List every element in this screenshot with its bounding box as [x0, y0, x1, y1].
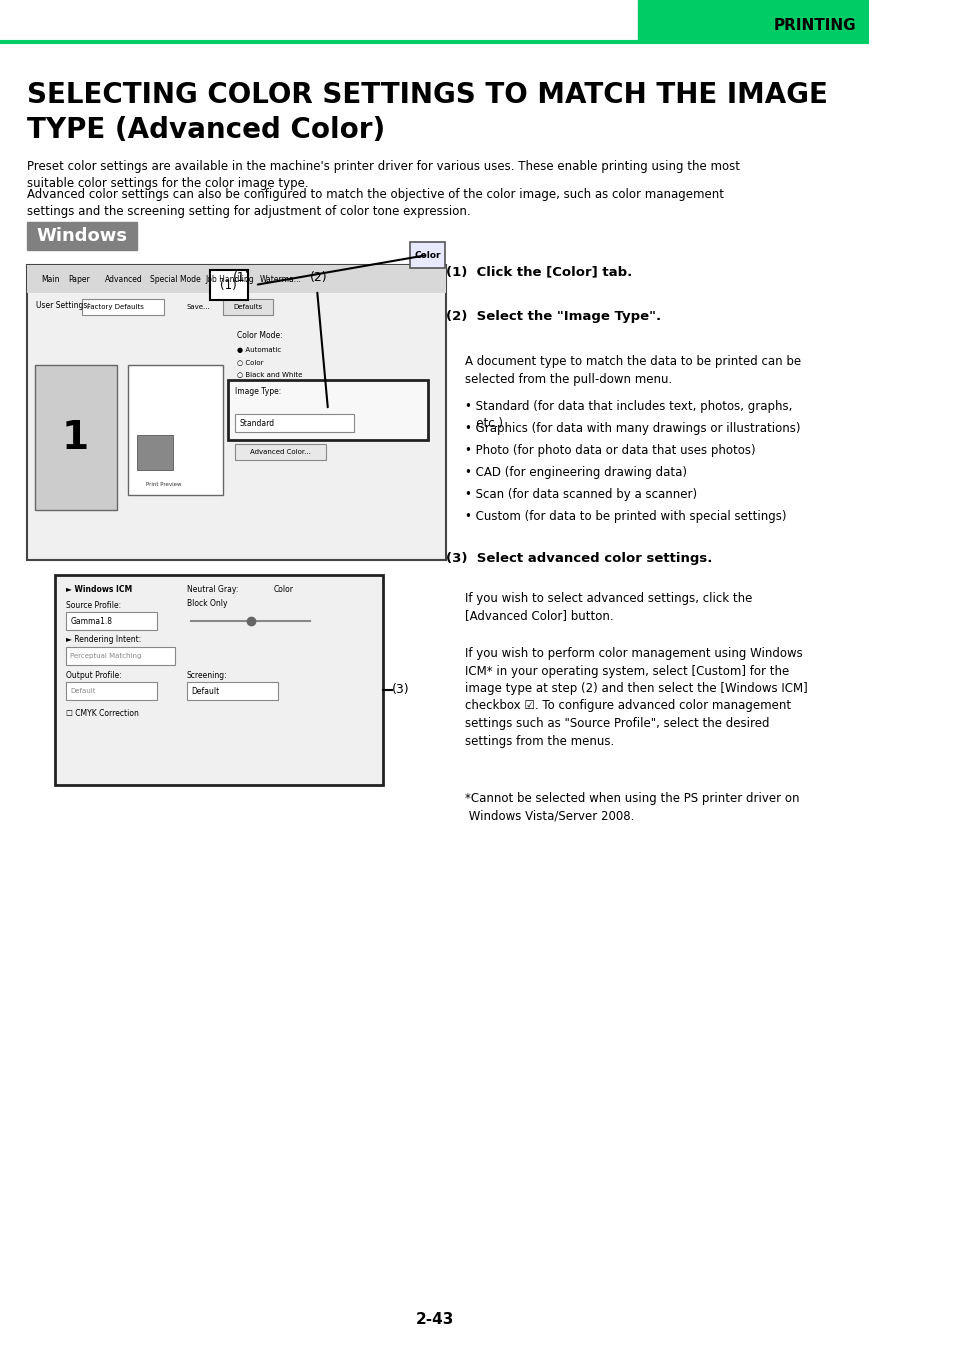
- Bar: [34, 364, 116, 510]
- Text: Special Mode: Special Mode: [151, 274, 201, 284]
- Text: ○ Color: ○ Color: [236, 359, 263, 364]
- Bar: [234, 414, 354, 432]
- Text: 2-43: 2-43: [415, 1312, 454, 1327]
- Text: TYPE (Advanced Color): TYPE (Advanced Color): [28, 116, 385, 144]
- Text: Advanced Color...: Advanced Color...: [250, 450, 311, 455]
- Text: 1: 1: [62, 418, 89, 458]
- Bar: [28, 265, 446, 560]
- Text: Color: Color: [274, 586, 293, 594]
- Text: PRINTING: PRINTING: [773, 18, 856, 32]
- Text: • Graphics (for data with many drawings or illustrations): • Graphics (for data with many drawings …: [464, 423, 800, 435]
- Text: Advanced: Advanced: [105, 274, 142, 284]
- Bar: [228, 379, 428, 440]
- Text: *Cannot be selected when using the PS printer driver on
 Windows Vista/Server 20: *Cannot be selected when using the PS pr…: [464, 792, 799, 822]
- Text: Windows: Windows: [36, 227, 128, 244]
- Bar: [66, 682, 156, 701]
- Text: Screening:: Screening:: [187, 671, 227, 679]
- Text: Factory Defaults: Factory Defaults: [87, 304, 143, 310]
- Text: User Settings:: User Settings:: [36, 301, 91, 309]
- Bar: [54, 575, 382, 784]
- Text: (1): (1): [233, 271, 250, 285]
- Bar: [210, 270, 248, 300]
- Bar: [187, 682, 277, 701]
- Text: (2): (2): [310, 271, 328, 285]
- Text: Color: Color: [414, 251, 440, 259]
- Bar: [28, 265, 446, 293]
- Text: SELECTING COLOR SETTINGS TO MATCH THE IMAGE: SELECTING COLOR SETTINGS TO MATCH THE IM…: [28, 81, 827, 109]
- Text: (1): (1): [220, 278, 237, 292]
- Bar: [234, 444, 326, 460]
- Text: (2)  Select the "Image Type".: (2) Select the "Image Type".: [446, 310, 660, 323]
- Text: (3): (3): [392, 683, 409, 697]
- Text: Image Type:: Image Type:: [234, 387, 281, 397]
- Text: Neutral Gray:: Neutral Gray:: [187, 586, 238, 594]
- Text: Gamma1.8: Gamma1.8: [71, 617, 112, 625]
- Text: ► Rendering Intent:: ► Rendering Intent:: [66, 636, 141, 644]
- Text: Paper: Paper: [69, 274, 90, 284]
- Text: If you wish to select advanced settings, click the
[Advanced Color] button.: If you wish to select advanced settings,…: [464, 593, 751, 622]
- Text: ► Windows ICM: ► Windows ICM: [66, 586, 132, 594]
- Text: Advanced color settings can also be configured to match the objective of the col: Advanced color settings can also be conf…: [28, 188, 723, 217]
- Text: Defaults: Defaults: [233, 304, 262, 310]
- Text: Block Only: Block Only: [187, 598, 227, 608]
- Text: Job Handling: Job Handling: [205, 274, 253, 284]
- Text: (1)  Click the [Color] tab.: (1) Click the [Color] tab.: [446, 265, 632, 278]
- Text: • CAD (for engineering drawing data): • CAD (for engineering drawing data): [464, 466, 686, 479]
- Text: Main: Main: [41, 274, 59, 284]
- Text: (3)  Select advanced color settings.: (3) Select advanced color settings.: [446, 552, 712, 566]
- Bar: [136, 435, 172, 470]
- Bar: [128, 364, 223, 495]
- Text: Perceptual Matching: Perceptual Matching: [71, 653, 141, 659]
- Text: • Photo (for photo data or data that uses photos): • Photo (for photo data or data that use…: [464, 444, 755, 458]
- Text: ● Automatic: ● Automatic: [236, 347, 281, 352]
- Text: • Custom (for data to be printed with special settings): • Custom (for data to be printed with sp…: [464, 510, 785, 522]
- Text: Print Preview: Print Preview: [146, 482, 182, 487]
- Bar: [410, 242, 444, 269]
- Text: ☐ CMYK Correction: ☐ CMYK Correction: [66, 709, 138, 717]
- Text: • Scan (for data scanned by a scanner): • Scan (for data scanned by a scanner): [464, 487, 696, 501]
- Bar: [638, 0, 868, 40]
- Text: Source Profile:: Source Profile:: [66, 601, 121, 609]
- Text: If you wish to perform color management using Windows
ICM* in your operating sys: If you wish to perform color management …: [464, 647, 806, 748]
- Bar: [82, 298, 164, 315]
- Text: Standard: Standard: [239, 418, 274, 428]
- Text: • Standard (for data that includes text, photos, graphs,
   etc.): • Standard (for data that includes text,…: [464, 400, 791, 431]
- Bar: [28, 221, 136, 250]
- Bar: [66, 612, 156, 630]
- Text: ○ Black and White: ○ Black and White: [236, 371, 302, 377]
- Text: Preset color settings are available in the machine's printer driver for various : Preset color settings are available in t…: [28, 161, 740, 190]
- Text: Save...: Save...: [187, 304, 211, 310]
- Text: Color Mode:: Color Mode:: [236, 331, 282, 339]
- Text: A document type to match the data to be printed can be
selected from the pull-do: A document type to match the data to be …: [464, 355, 800, 386]
- Text: Waterma...: Waterma...: [259, 274, 301, 284]
- Bar: [223, 298, 274, 315]
- Bar: [66, 647, 174, 666]
- Text: Default: Default: [71, 688, 95, 694]
- Text: Output Profile:: Output Profile:: [66, 671, 121, 679]
- Text: Default: Default: [192, 687, 219, 695]
